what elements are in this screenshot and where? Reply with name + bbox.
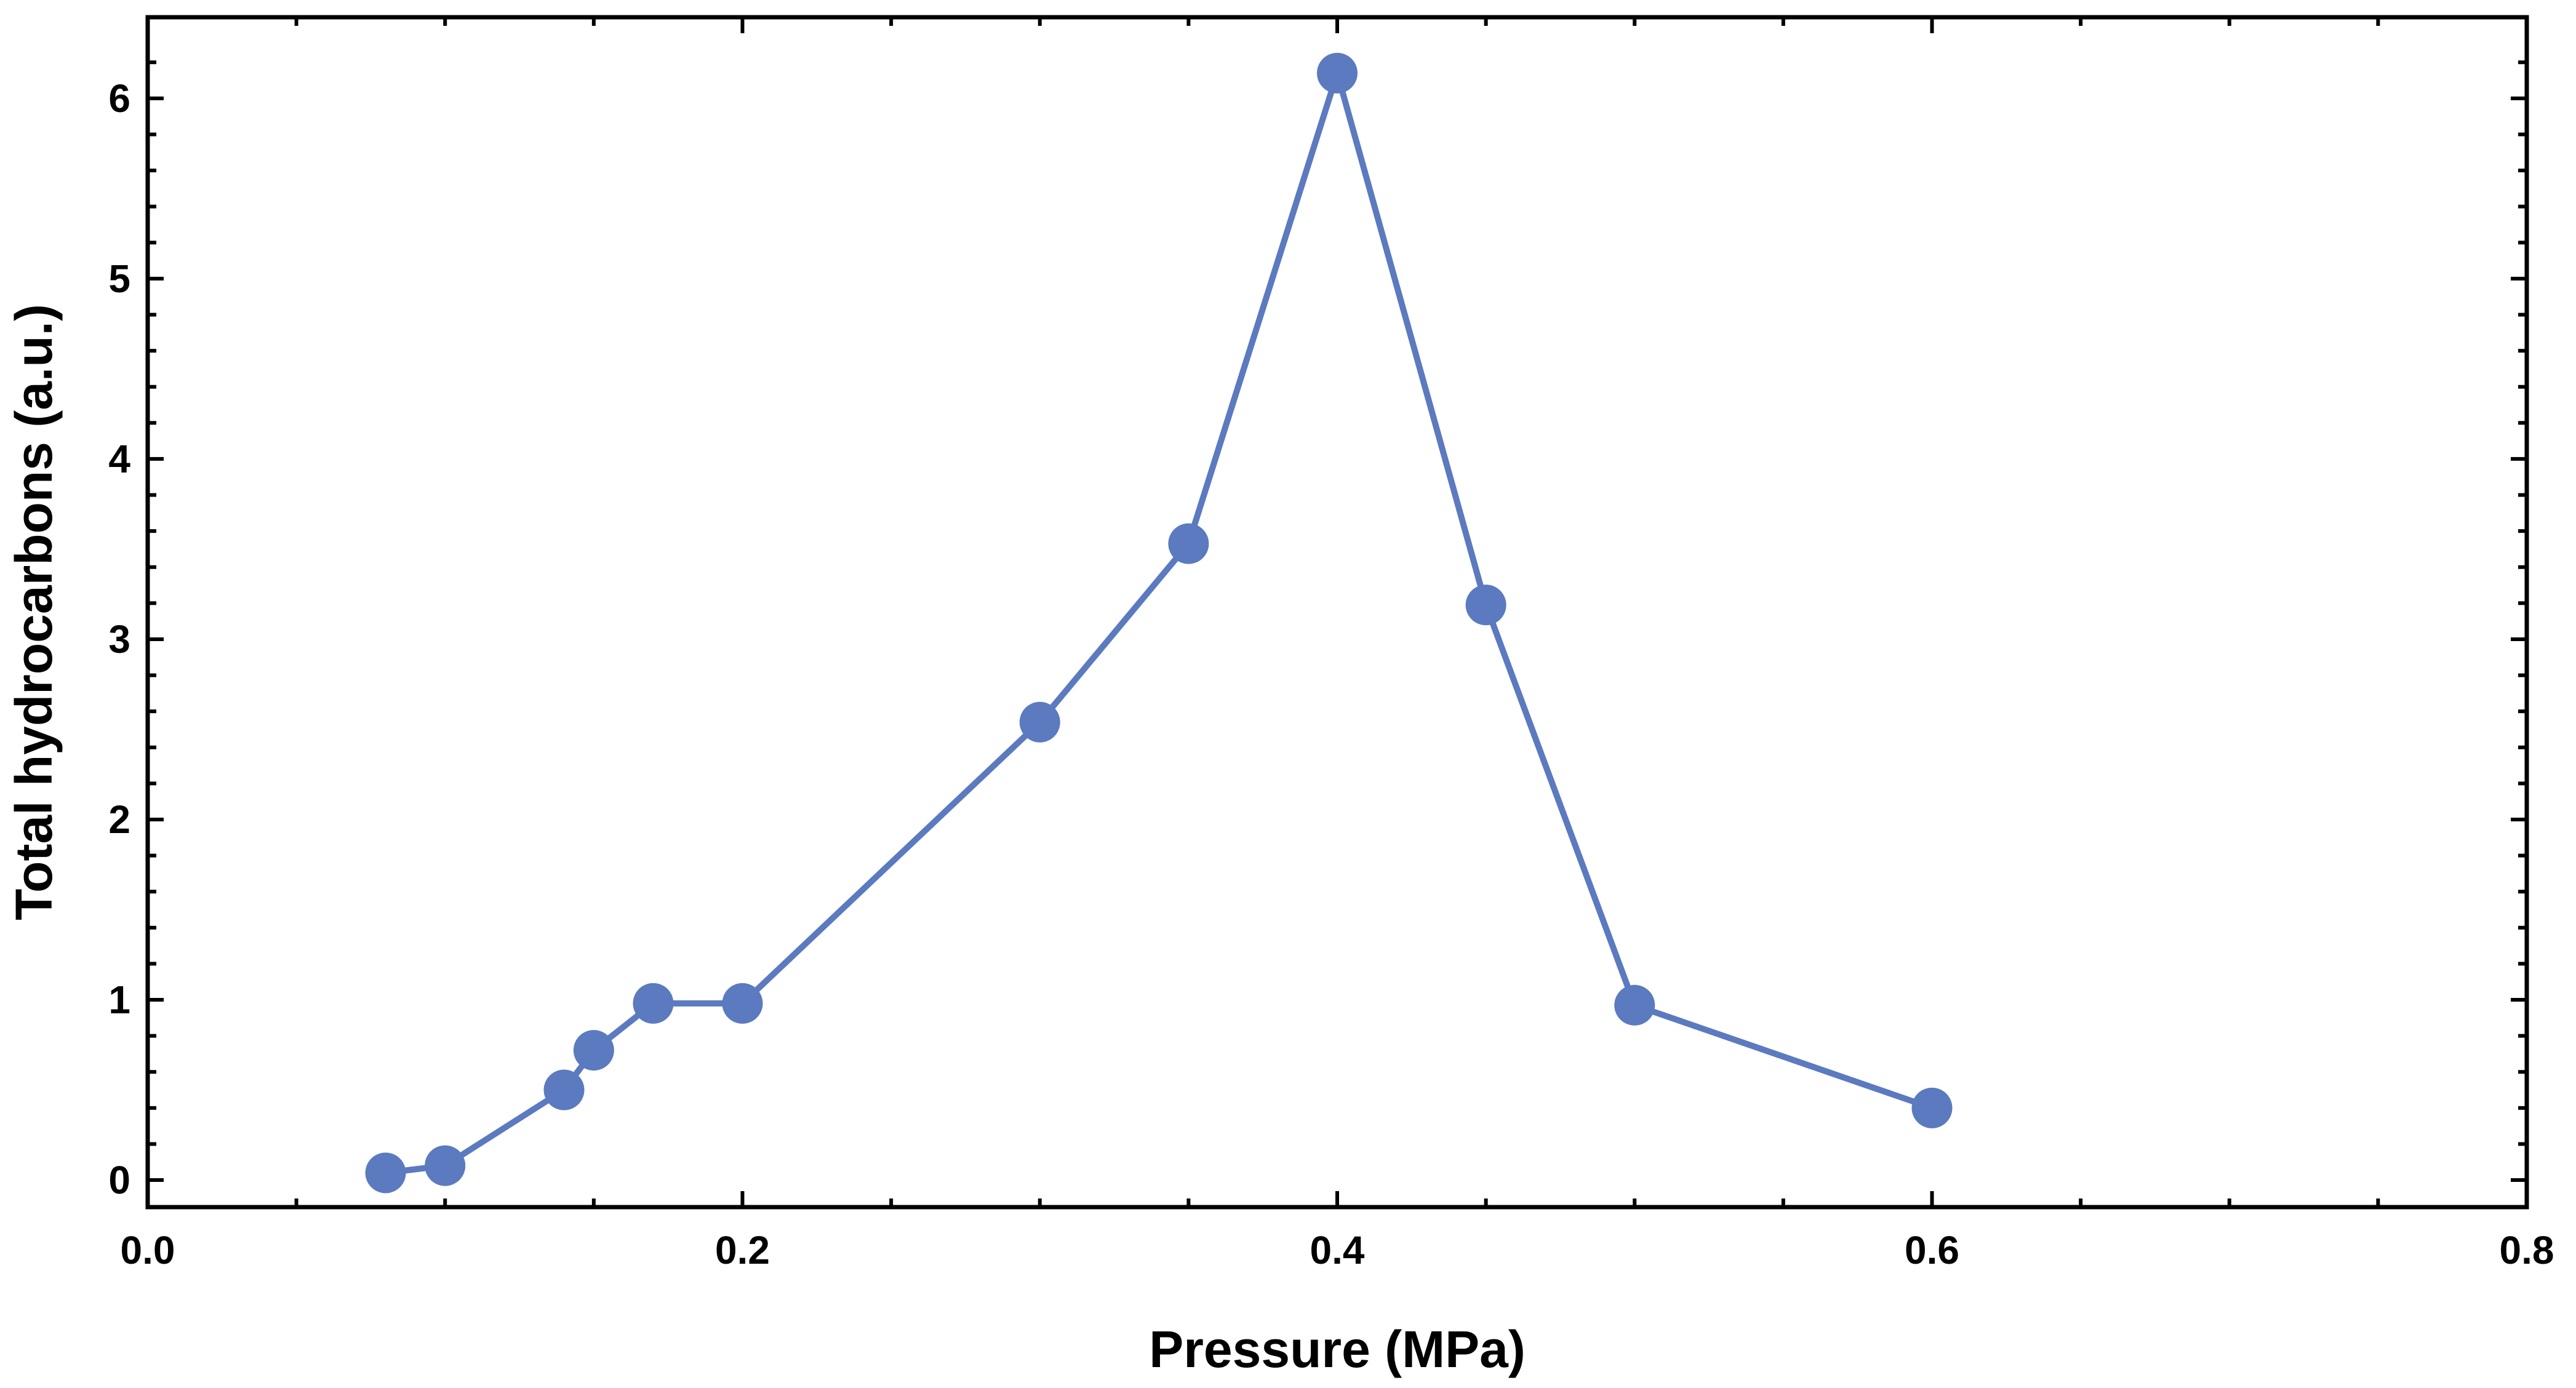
series-line	[382, 70, 1935, 1176]
x-axis-title: Pressure (MPa)	[1149, 1320, 1526, 1378]
x-tick-label: 0.4	[1310, 1228, 1365, 1272]
y-tick-label: 3	[108, 617, 130, 661]
data-point	[425, 1145, 466, 1186]
axes: 0.0 0.2 0.4 0.6 0.8 0 1 2 3 4 5 6	[108, 15, 2554, 1272]
data-point	[1317, 52, 1358, 94]
data-point	[633, 983, 674, 1024]
y-tick-label: 0	[108, 1158, 130, 1202]
y-tick-label: 4	[108, 437, 130, 481]
data-point	[573, 1030, 614, 1071]
x-tick-label: 0.2	[715, 1228, 770, 1272]
x-tick-label: 0.6	[1905, 1228, 1959, 1272]
data-point	[1168, 523, 1209, 564]
y-tick-label: 1	[108, 978, 130, 1022]
y-tick-label: 2	[108, 797, 130, 842]
data-point	[722, 983, 763, 1024]
data-point	[1911, 1087, 1953, 1128]
y-tick-label: 6	[108, 76, 130, 121]
data-point	[1614, 984, 1655, 1026]
x-tick-label: 0.8	[2500, 1228, 2554, 1272]
y-tick-label: 5	[108, 257, 130, 301]
series-layer	[365, 52, 1953, 1194]
data-point	[365, 1152, 406, 1194]
data-point	[1019, 701, 1060, 743]
x-tick-label: 0.0	[121, 1228, 175, 1272]
data-point	[543, 1069, 585, 1111]
data-point	[1465, 584, 1506, 626]
plot-frame	[145, 15, 2529, 1210]
y-axis-title: Total hydrocarbons (a.u.)	[5, 304, 63, 920]
